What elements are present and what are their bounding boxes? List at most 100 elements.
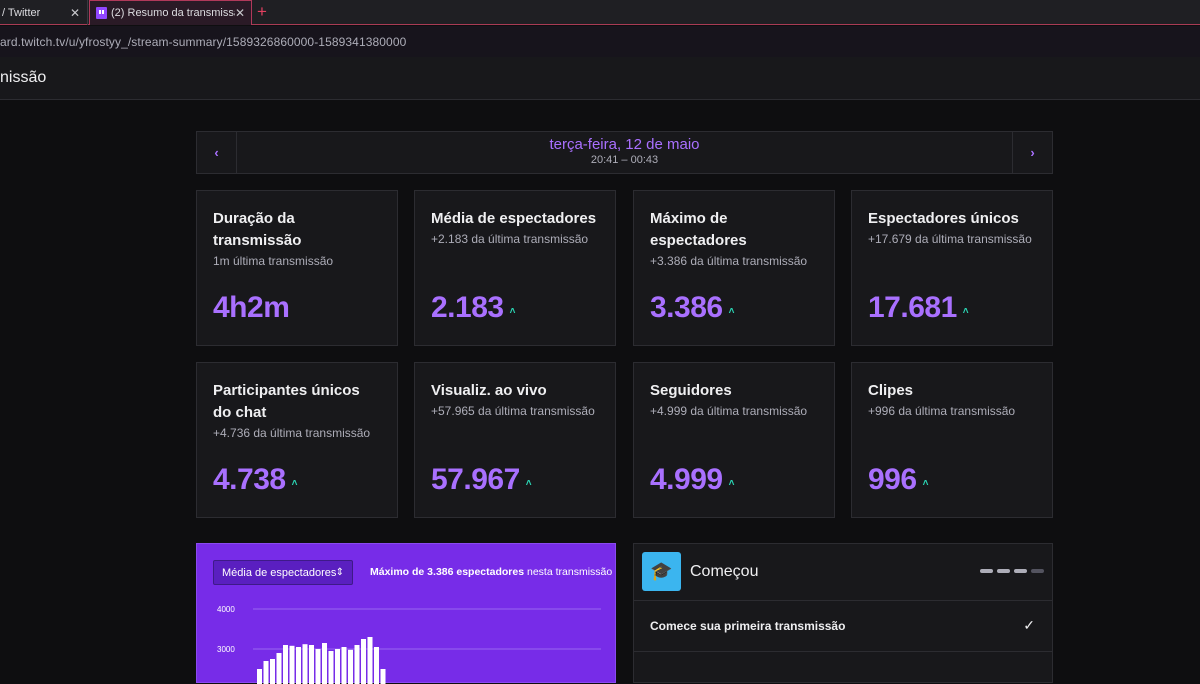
stat-card-clips[interactable]: Clipes +996 da última transmissão 996 ˄ [851,362,1053,518]
graduation-cap-icon: 🎓 [642,552,681,591]
chart-caption-peak: Máximo de 3.386 espectadores [370,566,525,578]
metric-select-value: Média de espectadores [222,566,337,579]
browser-tab-bar: / Twitter ✕ (2) Resumo da transmissão ✕ … [0,0,1200,25]
date-navigator: ‹ terça-feira, 12 de maio 20:41 – 00:43 … [196,131,1053,174]
stat-value-wrap: 57.967 ˄ [431,463,532,497]
previous-stream-button[interactable]: ‹ [197,132,237,173]
stat-title: Participantes únicos do chat [213,382,360,421]
stat-title: Espectadores únicos [868,210,1019,227]
trend-up-icon: ˄ [728,477,735,489]
chart-bar[interactable] [335,649,340,684]
stat-comparison: +996 da última transmissão [868,404,1016,418]
stat-value: 2.183 [431,291,504,324]
chart-bar[interactable] [367,637,373,684]
stat-value: 57.967 [431,463,520,496]
stat-title: Visualiz. ao vivo [431,382,547,399]
stat-value: 4h2m [213,291,290,324]
stat-comparison: +4.736 da última transmissão [213,426,371,440]
trend-up-icon: ˄ [291,477,298,489]
page-header: nissão [0,57,1200,100]
chart-bar[interactable] [270,659,275,684]
stat-value: 4.738 [213,463,286,496]
chart-bar[interactable] [296,647,301,684]
stat-comparison: +17.679 da última transmissão [868,232,1032,246]
chart-bar[interactable] [361,639,366,684]
chart-bar[interactable] [354,645,360,684]
chart-bar[interactable] [257,669,262,684]
chart-bar[interactable] [283,645,288,684]
stat-value: 3.386 [650,291,723,324]
stat-value-wrap: 3.386 ˄ [650,291,734,325]
chart-bar[interactable] [302,644,308,684]
chart-bar[interactable] [289,645,295,684]
stat-title: Seguidores [650,382,732,399]
stat-value: 996 [868,463,917,496]
tab-title: (2) Resumo da transmissão [111,7,235,19]
stat-title: Máximo de espectadores [650,210,747,249]
chart-bar[interactable] [341,647,347,684]
chart-bar[interactable] [309,645,314,684]
tab-stream-summary[interactable]: (2) Resumo da transmissão ✕ [89,0,252,25]
stat-card-stream-duration[interactable]: Duração da transmissão 1m última transmis… [196,190,398,346]
stat-card-unique-chatters[interactable]: Participantes únicos do chat +4.736 da úl… [196,362,398,518]
chart-caption-rest: nesta transmissão [524,566,613,578]
stat-value-wrap: 4h2m [213,291,290,325]
stat-card-live-views[interactable]: Visualiz. ao vivo +57.965 da última trans… [414,362,616,518]
divider [634,600,1052,601]
chart-bar[interactable] [322,643,327,684]
chart-bar[interactable] [380,669,386,684]
address-bar[interactable]: ard.twitch.tv/u/yfrostyy_/stream-summary… [0,26,1200,57]
stat-value-wrap: 996 ˄ [868,463,928,497]
stat-comparison: +4.999 da última transmissão [650,404,808,418]
trend-up-icon: ˄ [922,477,929,489]
viewer-chart: 4000 3000 [217,605,601,684]
chart-bar[interactable] [348,649,353,684]
url-text[interactable]: ard.twitch.tv/u/yfrostyy_/stream-summary… [0,34,407,49]
tab-title: / Twitter [2,6,41,19]
checklist-item-label[interactable]: Comece sua primeira transmissão [650,619,846,633]
next-stream-button[interactable]: › [1012,132,1052,173]
chart-caption: Máximo de 3.386 espectadores nesta trans… [370,566,612,578]
chart-bar[interactable] [374,647,379,684]
chart-bar[interactable] [315,649,321,684]
stat-value-wrap: 4.738 ˄ [213,463,297,497]
stat-title: Duração da transmissão [213,210,302,249]
stat-card-followers[interactable]: Seguidores +4.999 da última transmissão 4.… [633,362,835,518]
y-tick-label: 4000 [217,605,235,614]
y-tick-label: 3000 [217,645,235,654]
stat-card-unique-viewers[interactable]: Espectadores únicos +17.679 da última tra… [851,190,1053,346]
metric-select[interactable]: Média de espectadores ⇕ [213,560,353,585]
stat-title: Clipes [868,382,914,399]
viewer-chart-panel: Média de espectadores ⇕ Máximo de 3.386 … [196,543,616,684]
chevron-left-icon: ‹ [214,145,219,160]
stat-value: 17.681 [868,291,957,324]
progress-indicator [980,569,1044,573]
twitch-icon [96,7,107,19]
new-tab-button[interactable]: + [257,2,267,21]
stat-card-max-viewers[interactable]: Máximo de espectadores +3.386 da última t… [633,190,835,346]
stat-comparison: +2.183 da última transmissão [431,232,589,246]
close-icon[interactable]: ✕ [235,6,246,20]
progress-step [1031,569,1044,573]
chart-bar[interactable] [276,653,282,684]
chevron-right-icon: › [1030,145,1035,160]
trend-up-icon: ˄ [728,305,735,317]
getting-started-title: Começou [690,563,759,580]
stat-value: 4.999 [650,463,723,496]
stat-value-wrap: 17.681 ˄ [868,291,969,325]
progress-step [997,569,1010,573]
trend-up-icon: ˄ [509,305,516,317]
stream-time-range: 20:41 – 00:43 [590,154,659,166]
progress-step [980,569,993,573]
stat-card-average-viewers[interactable]: Média de espectadores +2.183 da última tr… [414,190,616,346]
page-title: nissão [0,69,47,86]
tab-twitter[interactable]: / Twitter ✕ [0,0,88,25]
chart-bar[interactable] [263,661,269,684]
stat-value-wrap: 2.183 ˄ [431,291,515,325]
chevron-updown-icon: ⇕ [335,567,344,578]
close-icon[interactable]: ✕ [70,5,81,20]
chart-bar[interactable] [328,651,334,684]
getting-started-panel: 🎓 Começou Comece sua primeira transmissã… [633,543,1053,683]
check-icon: ✓ [1023,617,1035,633]
date-display: terça-feira, 12 de maio 20:41 – 00:43 [237,136,1012,166]
